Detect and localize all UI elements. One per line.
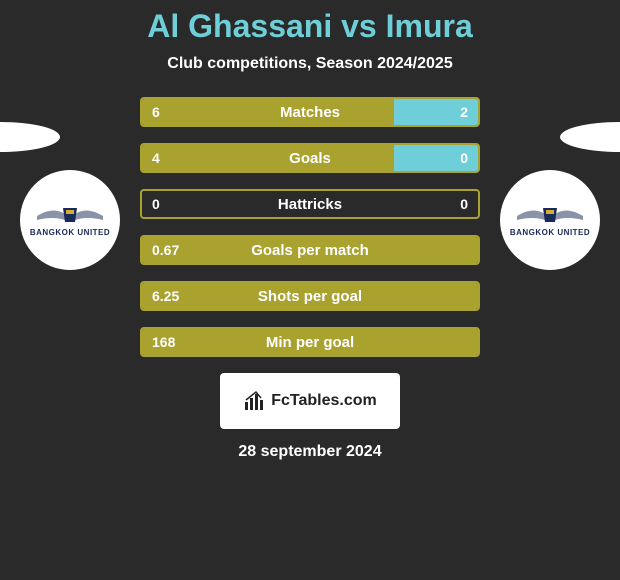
source-logo: FcTables.com (220, 373, 400, 429)
stat-row: Goals per match0.67 (140, 235, 480, 265)
club-badge-right: BANGKOK UNITED (500, 170, 600, 270)
bar-fill-left (142, 283, 478, 309)
bar-fill-left (142, 145, 394, 171)
stats-bars: Matches62 Goals40 Hattricks0 0 Goals per mat… (140, 97, 480, 357)
stat-row: Matches62 (140, 97, 480, 127)
chart-icon (243, 390, 265, 412)
page-title: Al Ghassani vs Imura (0, 8, 620, 45)
club-logo-icon (35, 204, 105, 226)
stat-row: Hattricks0 0 (140, 189, 480, 219)
stat-row: Shots per goal6.25 (140, 281, 480, 311)
page-subtitle: Club competitions, Season 2024/2025 (0, 55, 620, 73)
stat-label: Hattricks (142, 191, 478, 217)
infographic-container: Al Ghassani vs Imura Club competitions, … (0, 0, 620, 580)
stat-value-left: 0 (152, 191, 160, 217)
decor-ellipse-left (0, 122, 60, 152)
club-badge-left: BANGKOK UNITED (20, 170, 120, 270)
bar-fill-left (142, 237, 478, 263)
club-logo-icon (515, 204, 585, 226)
bar-fill-right (394, 145, 478, 171)
date-label: 28 september 2024 (0, 443, 620, 461)
stat-value-right: 0 (460, 191, 468, 217)
bar-fill-right (394, 99, 478, 125)
source-logo-text: FcTables.com (271, 392, 377, 410)
stat-row: Goals40 (140, 143, 480, 173)
bar-fill-left (142, 329, 478, 355)
stat-row: Min per goal168 (140, 327, 480, 357)
club-name-right: BANGKOK UNITED (510, 228, 590, 237)
decor-ellipse-right (560, 122, 620, 152)
bar-fill-left (142, 99, 394, 125)
club-name-left: BANGKOK UNITED (30, 228, 110, 237)
